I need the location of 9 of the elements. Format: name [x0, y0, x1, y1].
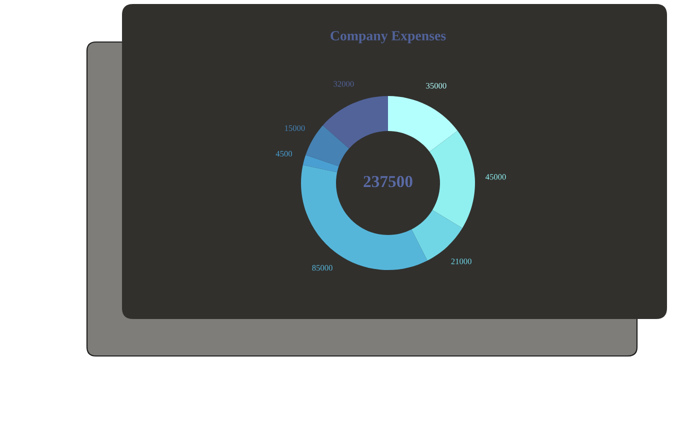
data-label: 45000	[485, 174, 506, 180]
chart-title: Company Expenses	[330, 31, 446, 44]
data-label: 85000	[312, 265, 332, 271]
data-label: 35000	[426, 82, 446, 89]
data-label: 4500	[276, 150, 292, 157]
text: 237500	[364, 176, 412, 188]
data-label: 15000	[285, 125, 305, 131]
data-label: 21000	[451, 258, 472, 264]
data-label: 32000	[334, 81, 354, 87]
